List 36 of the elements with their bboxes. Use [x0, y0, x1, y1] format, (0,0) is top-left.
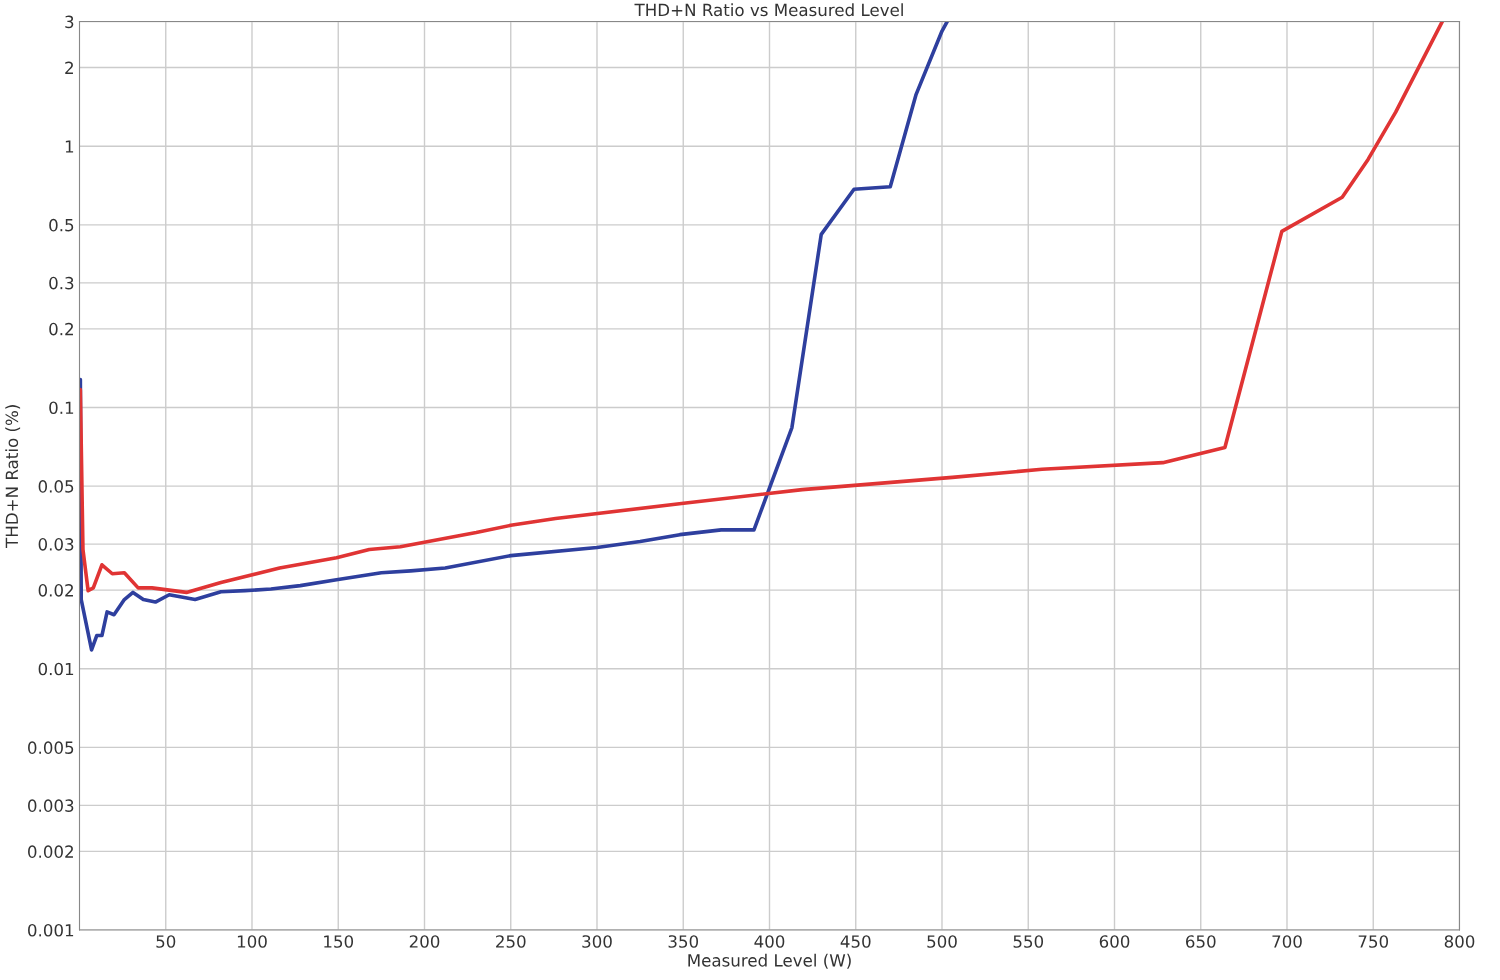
x-tick-label: 250 — [496, 935, 526, 948]
line-series — [79, 21, 949, 652]
y-tick-label: 0.5 — [49, 218, 74, 232]
y-tick-label: 1 — [65, 140, 74, 153]
x-tick-label: 700 — [1272, 935, 1302, 948]
x-tick-label: 150 — [324, 935, 354, 948]
x-tick-label: 800 — [1444, 935, 1475, 948]
x-axis-title: Measured Level (W) — [688, 953, 851, 969]
y-tick-label: 0.005 — [28, 741, 74, 754]
x-tick-label: 750 — [1358, 935, 1389, 948]
y-axis-title: THD+N Ratio (%) — [5, 405, 21, 548]
x-tick-label: 300 — [582, 935, 612, 948]
x-tick-label: 100 — [237, 935, 267, 948]
y-tick-label: 0.02 — [38, 584, 73, 597]
y-tick-label: 0.2 — [49, 322, 73, 336]
x-tick-label: 550 — [1013, 935, 1044, 948]
y-tick-label: 0.1 — [49, 401, 74, 415]
y-tick-label: 0.05 — [38, 480, 74, 493]
y-tick-label: 0.01 — [38, 662, 74, 676]
chart-title: THD+N Ratio vs Measured Level — [634, 3, 903, 17]
y-tick-label: 0.003 — [28, 799, 74, 812]
y-tick-label: 3 — [65, 15, 74, 29]
y-tick-label: 0.3 — [49, 276, 74, 290]
y-tick-label: 0.001 — [28, 923, 74, 937]
line-series — [79, 21, 1445, 595]
x-tick-label: 450 — [840, 935, 871, 948]
x-tick-label: 350 — [668, 935, 699, 948]
x-tick-label: 600 — [1099, 935, 1130, 948]
x-tick-label: 650 — [1186, 935, 1216, 948]
x-tick-label: 200 — [409, 935, 440, 948]
x-tick-label: 400 — [754, 935, 785, 948]
x-tick-label: 500 — [927, 935, 957, 948]
y-tick-label: 0.002 — [28, 845, 73, 858]
y-tick-label: 2 — [65, 61, 73, 74]
y-tick-label: 0.03 — [38, 538, 74, 551]
x-tick-label: 50 — [156, 935, 176, 948]
